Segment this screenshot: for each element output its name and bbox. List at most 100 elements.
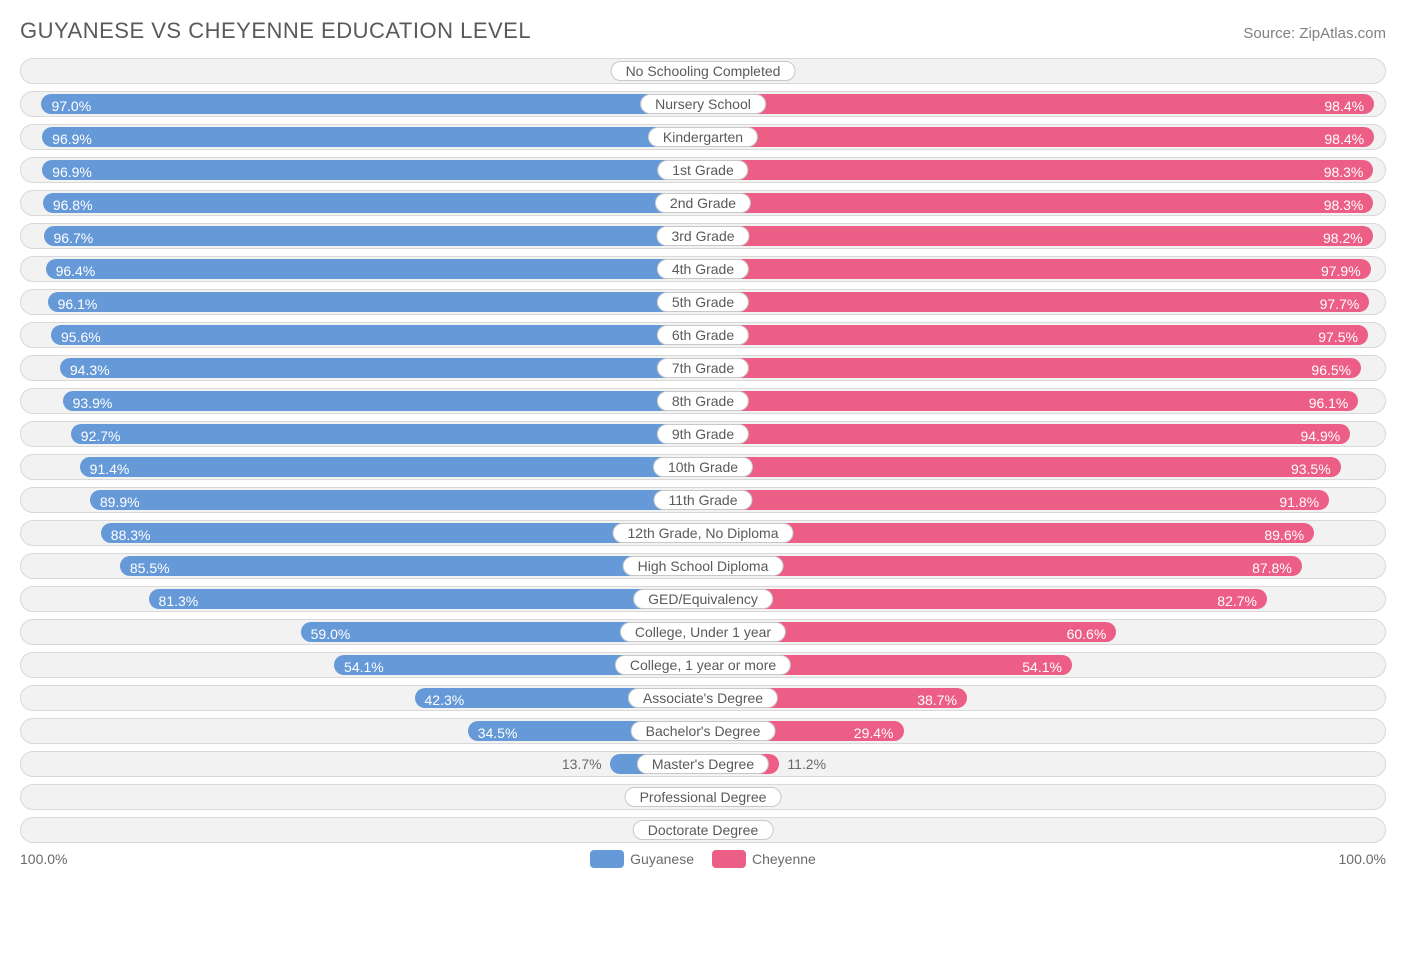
axis-left-label: 100.0% — [20, 851, 67, 867]
category-pill: Bachelor's Degree — [631, 721, 776, 741]
axis-right-label: 100.0% — [1339, 851, 1386, 867]
value-label-right: 98.3% — [1324, 193, 1364, 217]
value-label-right: 98.3% — [1324, 160, 1364, 184]
chart-row: 96.4%97.9%4th Grade — [20, 256, 1386, 282]
value-label-left: 89.9% — [100, 490, 140, 514]
chart-source: Source: ZipAtlas.com — [1243, 25, 1386, 42]
bar-left: 81.3% — [149, 589, 703, 609]
chart-row: 97.0%98.4%Nursery School — [20, 91, 1386, 117]
bar-left: 96.9% — [42, 127, 703, 147]
bar-left: 96.1% — [48, 292, 703, 312]
bar-left: 96.9% — [42, 160, 703, 180]
category-pill: No Schooling Completed — [611, 61, 796, 81]
chart-row: 59.0%60.6%College, Under 1 year — [20, 619, 1386, 645]
value-label-right: 87.8% — [1252, 556, 1292, 580]
chart-row: 54.1%54.1%College, 1 year or more — [20, 652, 1386, 678]
chart-row: 95.6%97.5%6th Grade — [20, 322, 1386, 348]
value-label-right: 98.2% — [1323, 226, 1363, 250]
chart-row: 91.4% 93.5% 10th Grade — [20, 454, 1386, 480]
chart-row: 96.1%97.7%5th Grade — [20, 289, 1386, 315]
bar-right: 87.8% — [703, 556, 1302, 576]
bar-left: 91.4% — [80, 457, 703, 477]
value-label-left: 97.0% — [51, 94, 91, 118]
bar-left: 85.5% — [120, 556, 703, 576]
bar-right: 97.9% — [703, 259, 1371, 279]
category-pill: 3rd Grade — [656, 226, 749, 246]
bar-left: 96.4% — [46, 259, 703, 279]
category-pill: High School Diploma — [623, 556, 784, 576]
value-label-right: 93.5% — [1291, 457, 1331, 481]
chart-row: 96.7%98.2%3rd Grade — [20, 223, 1386, 249]
chart-row: 93.9%96.1%8th Grade — [20, 388, 1386, 414]
value-label-left: 93.9% — [73, 391, 113, 415]
chart-row: 94.3%96.5%7th Grade — [20, 355, 1386, 381]
bar-left: 89.9% — [90, 490, 703, 510]
bar-left: 95.6% — [51, 325, 703, 345]
value-label-left: 96.9% — [52, 160, 92, 184]
value-label-left: 54.1% — [344, 655, 384, 679]
value-label-right: 91.8% — [1279, 490, 1319, 514]
value-label-left: 59.0% — [311, 622, 351, 646]
value-label-left: 42.3% — [425, 688, 465, 712]
category-pill: 11th Grade — [653, 490, 752, 510]
category-pill: GED/Equivalency — [633, 589, 773, 609]
value-label-left: 81.3% — [159, 589, 199, 613]
category-pill: Master's Degree — [637, 754, 769, 774]
category-pill: 8th Grade — [657, 391, 749, 411]
chart-row: 1.4%1.6%Doctorate Degree — [20, 817, 1386, 843]
category-pill: Doctorate Degree — [633, 820, 774, 840]
bar-right: 97.7% — [703, 292, 1369, 312]
value-label-right: 29.4% — [854, 721, 894, 745]
source-name: ZipAtlas.com — [1299, 25, 1386, 42]
value-label-left: 88.3% — [111, 523, 151, 547]
value-label-left: 96.7% — [54, 226, 94, 250]
bar-right: 82.7% — [703, 589, 1267, 609]
value-label-right: 94.9% — [1301, 424, 1341, 448]
bar-right: 98.4% — [703, 127, 1374, 147]
bar-left: 94.3% — [60, 358, 703, 378]
bar-right: 98.3% — [703, 193, 1373, 213]
category-pill: College, Under 1 year — [620, 622, 786, 642]
bar-right: 96.1% — [703, 391, 1358, 411]
legend-label-right: Cheyenne — [752, 851, 816, 867]
bar-right: 98.3% — [703, 160, 1373, 180]
chart-row: 92.7%94.9%9th Grade — [20, 421, 1386, 447]
category-pill: 5th Grade — [657, 292, 749, 312]
legend-swatch-left — [590, 850, 624, 868]
bar-left: 96.7% — [44, 226, 703, 246]
bar-left: 92.7% — [71, 424, 703, 444]
bar-right: 98.2% — [703, 226, 1373, 246]
bar-left: 93.9% — [63, 391, 703, 411]
chart-row: 85.5%87.8%High School Diploma — [20, 553, 1386, 579]
value-label-right: 38.7% — [917, 688, 957, 712]
value-label-right: 97.7% — [1320, 292, 1360, 316]
legend-item-left: Guyanese — [590, 850, 694, 868]
value-label-left: 92.7% — [81, 424, 121, 448]
chart-row: 3.0%2.1%No Schooling Completed — [20, 58, 1386, 84]
value-label-right: 97.5% — [1318, 325, 1358, 349]
category-pill: Kindergarten — [648, 127, 758, 147]
category-pill: 6th Grade — [657, 325, 749, 345]
chart-title: GUYANESE VS CHEYENNE EDUCATION LEVEL — [20, 18, 531, 44]
category-pill: Associate's Degree — [628, 688, 778, 708]
value-label-right: 89.6% — [1264, 523, 1304, 547]
value-label-left: 96.4% — [56, 259, 96, 283]
chart-row: 96.8%98.3%2nd Grade — [20, 190, 1386, 216]
category-pill: 1st Grade — [657, 160, 748, 180]
bar-right: 89.6% — [703, 523, 1314, 543]
legend-swatch-right — [712, 850, 746, 868]
bar-left: 97.0% — [41, 94, 703, 114]
chart-row: 34.5%29.4%Bachelor's Degree — [20, 718, 1386, 744]
value-label-right: 98.4% — [1324, 127, 1364, 151]
value-label-left: 96.9% — [52, 127, 92, 151]
category-pill: Professional Degree — [625, 787, 782, 807]
category-pill: 10th Grade — [653, 457, 753, 477]
population-pyramid-chart: 3.0%2.1%No Schooling Completed97.0%98.4%… — [20, 58, 1386, 843]
chart-row: 81.3%82.7%GED/Equivalency — [20, 586, 1386, 612]
category-pill: 7th Grade — [657, 358, 749, 378]
bar-right: 97.5% — [703, 325, 1368, 345]
value-label-right: 11.2% — [787, 752, 826, 776]
value-label-right: 96.1% — [1309, 391, 1349, 415]
category-pill: 2nd Grade — [655, 193, 751, 213]
legend-item-right: Cheyenne — [712, 850, 816, 868]
